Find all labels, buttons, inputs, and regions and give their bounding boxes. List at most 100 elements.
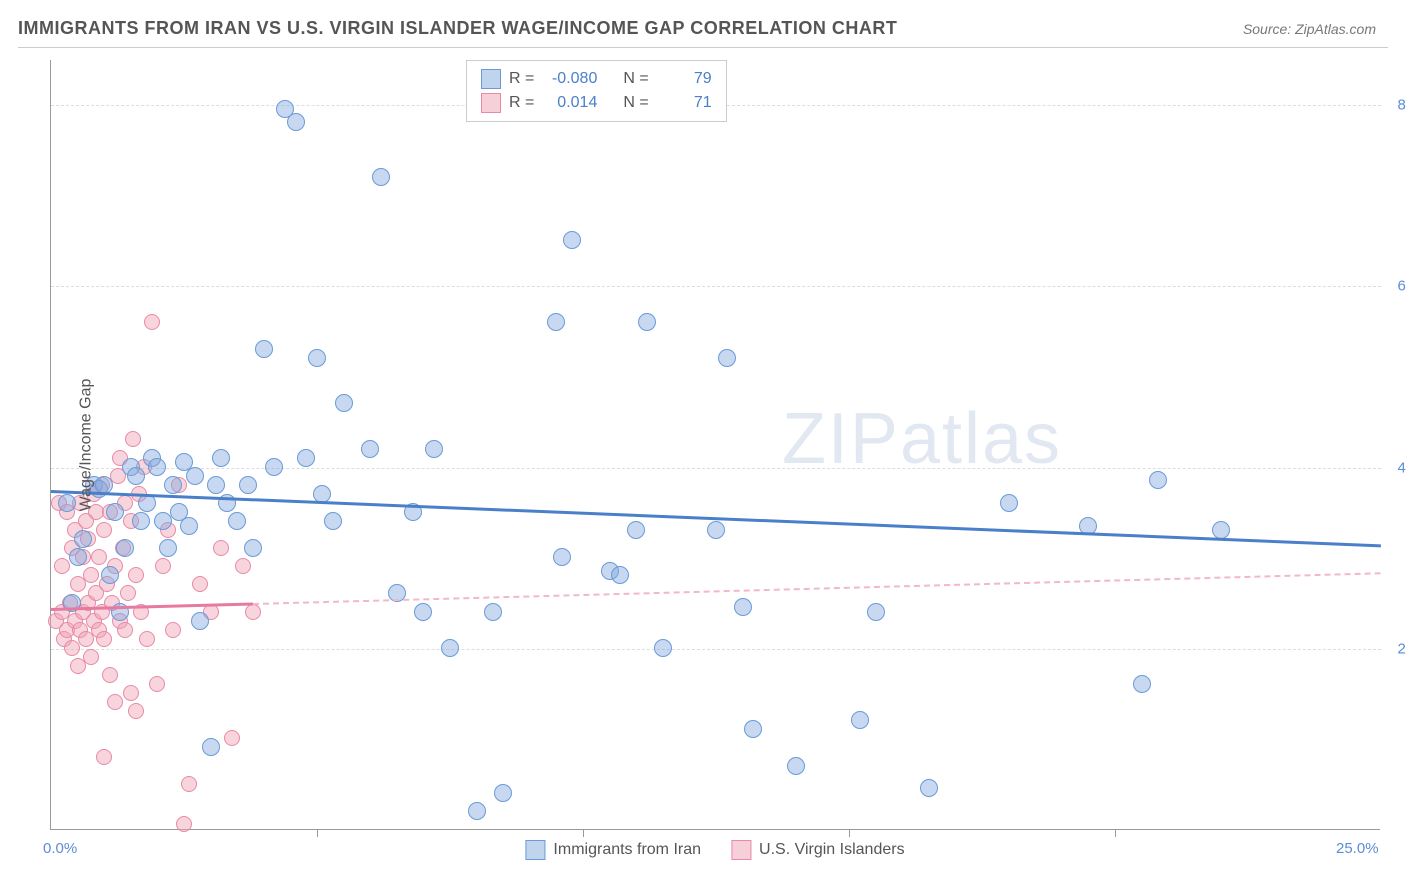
r-value-blue: -0.080	[542, 70, 597, 88]
legend-swatch-pink	[731, 840, 751, 860]
scatter-point-iran	[1133, 675, 1151, 693]
scatter-point-usvi	[192, 576, 208, 592]
legend-swatch-blue	[525, 840, 545, 860]
scatter-point-iran	[101, 566, 119, 584]
scatter-point-iran	[1212, 521, 1230, 539]
scatter-point-iran	[372, 168, 390, 186]
scatter-point-iran	[186, 467, 204, 485]
x-tick	[849, 829, 850, 837]
scatter-point-usvi	[125, 431, 141, 447]
scatter-point-usvi	[83, 649, 99, 665]
scatter-point-usvi	[139, 631, 155, 647]
scatter-point-iran	[58, 494, 76, 512]
trend-line-usvi	[253, 572, 1381, 605]
scatter-point-usvi	[181, 776, 197, 792]
legend-series: Immigrants from Iran U.S. Virgin Islande…	[525, 840, 904, 860]
legend-row-pink: R = 0.014 N = 71	[481, 91, 712, 115]
chart-header: IMMIGRANTS FROM IRAN VS U.S. VIRGIN ISLA…	[0, 0, 1406, 47]
scatter-point-usvi	[83, 567, 99, 583]
gridline-h	[51, 468, 1381, 469]
n-label: N =	[623, 94, 648, 112]
scatter-point-iran	[867, 603, 885, 621]
scatter-point-iran	[654, 639, 672, 657]
r-label: R =	[509, 70, 534, 88]
scatter-point-iran	[787, 757, 805, 775]
scatter-point-iran	[484, 603, 502, 621]
x-tick	[1115, 829, 1116, 837]
scatter-point-iran	[69, 548, 87, 566]
legend-swatch-pink	[481, 93, 501, 113]
scatter-point-iran	[851, 711, 869, 729]
scatter-point-usvi	[176, 816, 192, 832]
scatter-point-usvi	[96, 631, 112, 647]
y-tick-label: 80.0%	[1397, 97, 1406, 114]
scatter-point-iran	[228, 512, 246, 530]
scatter-point-usvi	[235, 558, 251, 574]
scatter-point-iran	[265, 458, 283, 476]
plot-area: ZIPatlas R = -0.080 N = 79 R = 0.014 N =…	[50, 60, 1380, 830]
scatter-point-usvi	[123, 685, 139, 701]
scatter-point-iran	[159, 539, 177, 557]
scatter-point-iran	[553, 548, 571, 566]
chart-container: ZIPatlas R = -0.080 N = 79 R = 0.014 N =…	[50, 60, 1380, 830]
scatter-point-iran	[239, 476, 257, 494]
chart-source: Source: ZipAtlas.com	[1243, 21, 1376, 37]
scatter-point-iran	[202, 738, 220, 756]
scatter-point-iran	[132, 512, 150, 530]
gridline-h	[51, 649, 1381, 650]
scatter-point-iran	[1000, 494, 1018, 512]
scatter-point-iran	[441, 639, 459, 657]
scatter-point-iran	[468, 802, 486, 820]
scatter-point-iran	[297, 449, 315, 467]
scatter-point-iran	[335, 394, 353, 412]
scatter-point-iran	[148, 458, 166, 476]
r-value-pink: 0.014	[542, 94, 597, 112]
scatter-point-iran	[744, 720, 762, 738]
scatter-point-usvi	[224, 730, 240, 746]
scatter-point-iran	[611, 566, 629, 584]
scatter-point-usvi	[120, 585, 136, 601]
n-label: N =	[623, 70, 648, 88]
scatter-point-iran	[116, 539, 134, 557]
legend-label-usvi: U.S. Virgin Islanders	[759, 841, 905, 859]
chart-title: IMMIGRANTS FROM IRAN VS U.S. VIRGIN ISLA…	[18, 18, 897, 39]
n-value-blue: 79	[657, 70, 712, 88]
scatter-point-iran	[212, 449, 230, 467]
scatter-point-usvi	[149, 676, 165, 692]
scatter-point-iran	[164, 476, 182, 494]
scatter-point-usvi	[165, 622, 181, 638]
legend-correlation: R = -0.080 N = 79 R = 0.014 N = 71	[466, 60, 727, 122]
y-tick-label: 60.0%	[1397, 278, 1406, 295]
legend-item-iran: Immigrants from Iran	[525, 840, 701, 860]
scatter-point-iran	[127, 467, 145, 485]
scatter-point-iran	[361, 440, 379, 458]
scatter-point-usvi	[96, 749, 112, 765]
scatter-point-iran	[734, 598, 752, 616]
scatter-point-usvi	[213, 540, 229, 556]
scatter-point-usvi	[128, 703, 144, 719]
scatter-point-usvi	[102, 667, 118, 683]
scatter-point-iran	[154, 512, 172, 530]
scatter-point-usvi	[54, 558, 70, 574]
scatter-point-usvi	[107, 694, 123, 710]
scatter-point-iran	[244, 539, 262, 557]
gridline-h	[51, 286, 1381, 287]
y-tick-label: 20.0%	[1397, 640, 1406, 657]
scatter-point-iran	[425, 440, 443, 458]
scatter-point-iran	[207, 476, 225, 494]
scatter-point-iran	[627, 521, 645, 539]
scatter-point-iran	[638, 313, 656, 331]
r-label: R =	[509, 94, 534, 112]
scatter-point-usvi	[91, 549, 107, 565]
scatter-point-iran	[718, 349, 736, 367]
scatter-point-iran	[494, 784, 512, 802]
scatter-point-iran	[547, 313, 565, 331]
legend-item-usvi: U.S. Virgin Islanders	[731, 840, 905, 860]
n-value-pink: 71	[657, 94, 712, 112]
scatter-point-usvi	[245, 604, 261, 620]
scatter-point-usvi	[96, 522, 112, 538]
scatter-point-iran	[1149, 471, 1167, 489]
scatter-point-iran	[563, 231, 581, 249]
legend-row-blue: R = -0.080 N = 79	[481, 67, 712, 91]
scatter-point-iran	[255, 340, 273, 358]
